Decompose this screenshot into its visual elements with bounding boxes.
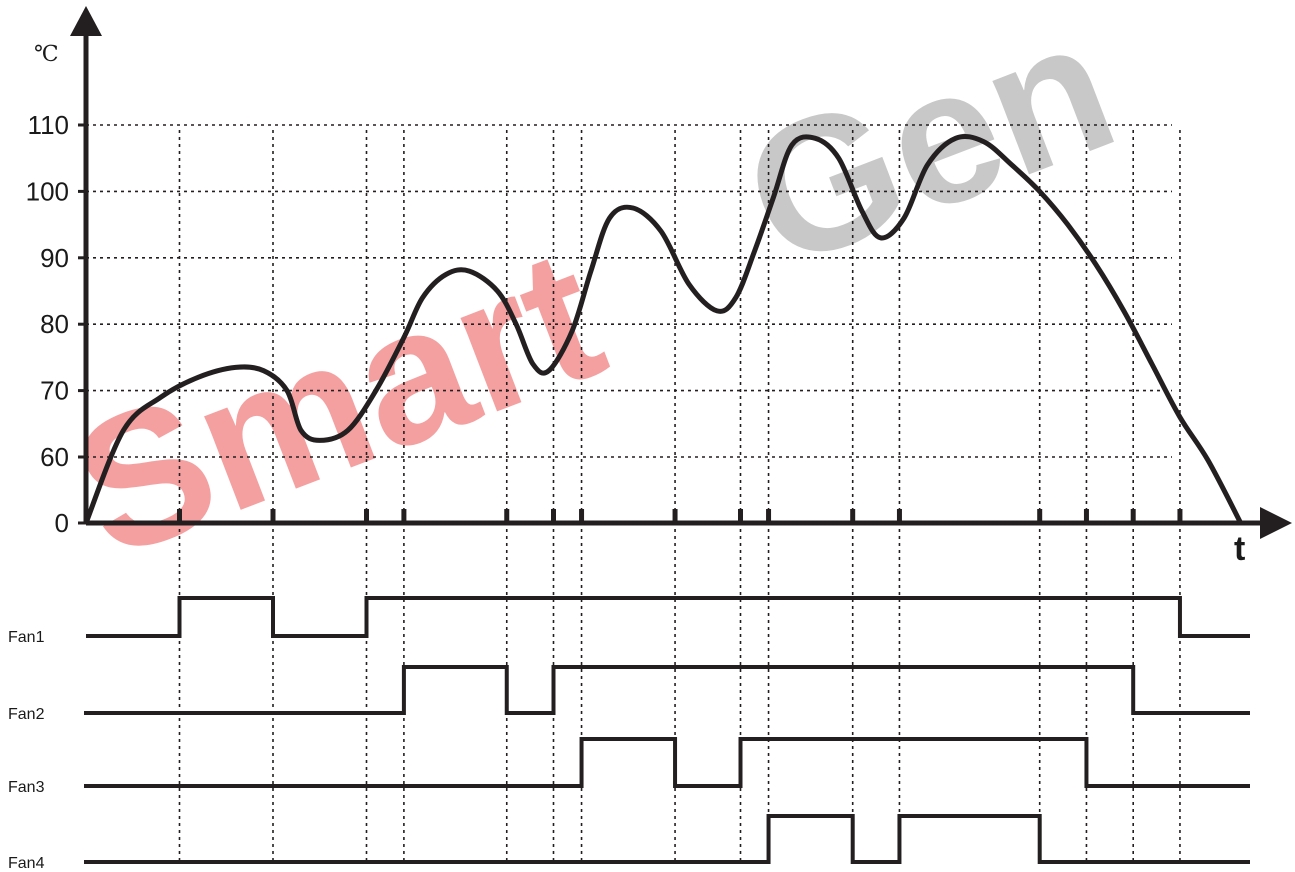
y-axis-arrow — [70, 6, 102, 36]
fan-label-fan3: Fan3 — [8, 779, 45, 796]
y-tick-label-60: 60 — [40, 442, 69, 472]
fan-waveform-fan2 — [84, 665, 1250, 715]
y-tick-label-100: 100 — [26, 176, 69, 206]
fan-signal-fan2: Fan2 — [8, 665, 1250, 723]
fan-signal-fan3: Fan3 — [8, 737, 1250, 796]
fan-signal-fan1: Fan1 — [8, 596, 1250, 646]
fan-signal-fan4: Fan4 — [8, 814, 1250, 872]
watermark: Smart Gen — [49, 0, 1140, 598]
fan-label-fan2: Fan2 — [8, 706, 45, 723]
fan-label-fan4: Fan4 — [8, 855, 45, 872]
y-tick-label-80: 80 — [40, 309, 69, 339]
x-axis-arrow — [1260, 507, 1292, 539]
watermark-gen: Gen — [719, 0, 1140, 308]
y-tick-label-0: 0 — [55, 508, 69, 538]
y-tick-label-110: 110 — [28, 110, 69, 140]
temperature-line — [83, 133, 1243, 525]
y-unit-label: ℃ — [34, 42, 59, 67]
grid — [86, 124, 1172, 458]
x-tick-marks — [177, 509, 1183, 525]
fan-waveform-fan1 — [86, 596, 1250, 638]
fan-signals: Fan1 Fan2 Fan3 Fan4 — [8, 596, 1250, 872]
watermark-smart: Smart — [49, 207, 628, 598]
y-tick-labels: 0 60 70 80 90 100 110 — [26, 110, 86, 538]
fan-waveform-fan3 — [84, 737, 1250, 788]
y-tick-label-90: 90 — [40, 243, 69, 273]
fan-label-fan1: Fan1 — [8, 629, 45, 646]
y-tick-label-70: 70 — [40, 376, 69, 406]
temperature-curve — [83, 133, 1243, 525]
fan-waveform-fan4 — [84, 814, 1250, 864]
x-axis-label: t — [1234, 530, 1245, 568]
